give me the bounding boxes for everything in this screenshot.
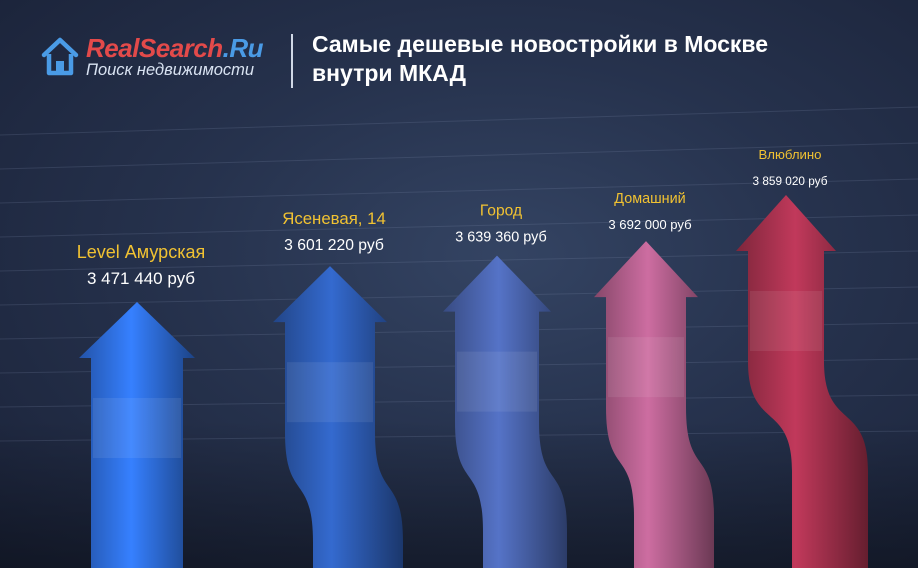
value-label: 3 471 440 руб (87, 269, 195, 288)
value-label: 3 601 220 руб (284, 237, 384, 254)
bar-sheen (93, 398, 181, 458)
logo-brand: RealSearch.Ru (86, 33, 264, 64)
bar-arrow (443, 255, 567, 568)
category-label: Домашний (614, 191, 685, 207)
value-label: 3 692 000 руб (608, 217, 691, 232)
value-label: 3 859 020 руб (753, 174, 828, 188)
category-label: Влюблино (758, 147, 821, 162)
header-divider (291, 34, 293, 88)
category-label: Город (480, 203, 522, 220)
bar-arrow (736, 195, 868, 568)
value-label: 3 639 360 руб (455, 230, 546, 246)
page-title: Самые дешевые новостройки в Москве внутр… (312, 31, 769, 86)
bar-sheen (750, 291, 822, 351)
bar-sheen (608, 337, 684, 398)
logo[interactable]: RealSearch.Ru Поиск недвижимости (40, 33, 280, 83)
bar-arrow (79, 302, 195, 568)
bars (79, 195, 868, 568)
grid-line (0, 178, 918, 204)
logo-brand-domain: .Ru (222, 33, 264, 63)
grid-line (0, 142, 918, 170)
grid-line (0, 106, 918, 136)
labels: Level Амурская 3 471 440 руб Ясеневая, 14 3… (77, 147, 828, 288)
logo-brand-main: RealSearch (86, 33, 223, 63)
bar-arrow (594, 241, 714, 568)
category-label: Ясеневая, 14 (282, 209, 386, 228)
bar-sheen (457, 351, 537, 412)
bar-sheen (287, 362, 373, 423)
bar-arrow (273, 266, 403, 568)
category-label: Level Амурская (77, 242, 205, 262)
house-icon (41, 37, 79, 76)
logo-tagline: Поиск недвижимости (86, 61, 255, 79)
header: RealSearch.Ru Поиск недвижимости Самые д… (0, 0, 918, 100)
